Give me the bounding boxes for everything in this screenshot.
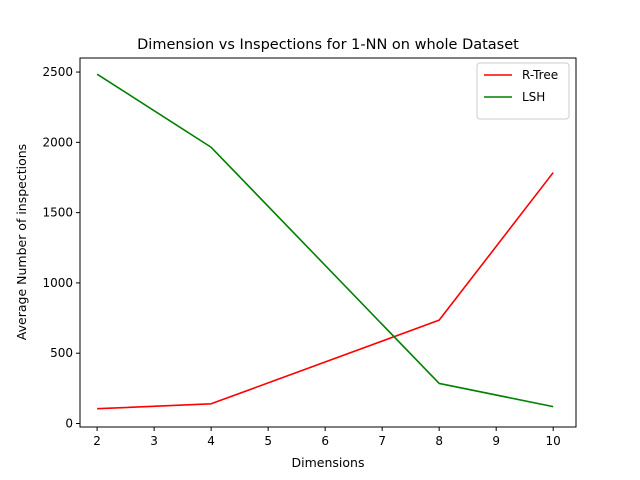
x-tick-label: 2 <box>93 434 101 448</box>
y-tick-label: 2000 <box>42 135 73 149</box>
x-tick-label: 6 <box>321 434 329 448</box>
x-tick-label: 8 <box>435 434 443 448</box>
series-line-r-tree <box>97 172 554 410</box>
axis-ticks: 2 3 4 5 6 7 8 9 10 0 500 1000 1500 2000 2500 <box>42 65 560 448</box>
y-tick-label: 0 <box>65 416 73 430</box>
x-tick-label: 5 <box>264 434 272 448</box>
x-tick-label: 10 <box>546 434 561 448</box>
legend-label: LSH <box>522 90 545 104</box>
x-tick-label: 3 <box>150 434 158 448</box>
x-tick-label: 9 <box>492 434 500 448</box>
legend-box <box>476 62 570 120</box>
y-tick-label: 500 <box>50 346 73 360</box>
y-tick-label: 1000 <box>42 276 73 290</box>
x-tick-label: 4 <box>207 434 215 448</box>
x-axis-label: Dimensions <box>292 455 365 470</box>
y-tick-label: 2500 <box>42 65 73 79</box>
series-lines <box>96 73 554 410</box>
plot-area-frame <box>79 57 577 428</box>
legend: R-Tree LSH <box>476 62 570 120</box>
y-tick-label: 1500 <box>42 206 73 220</box>
y-axis-label: Average Number of inspections <box>14 144 29 340</box>
series-line-lsh <box>96 73 554 408</box>
legend-label: R-Tree <box>522 68 558 82</box>
chart-title: Dimension vs Inspections for 1-NN on who… <box>137 37 519 53</box>
x-tick-label: 7 <box>378 434 386 448</box>
